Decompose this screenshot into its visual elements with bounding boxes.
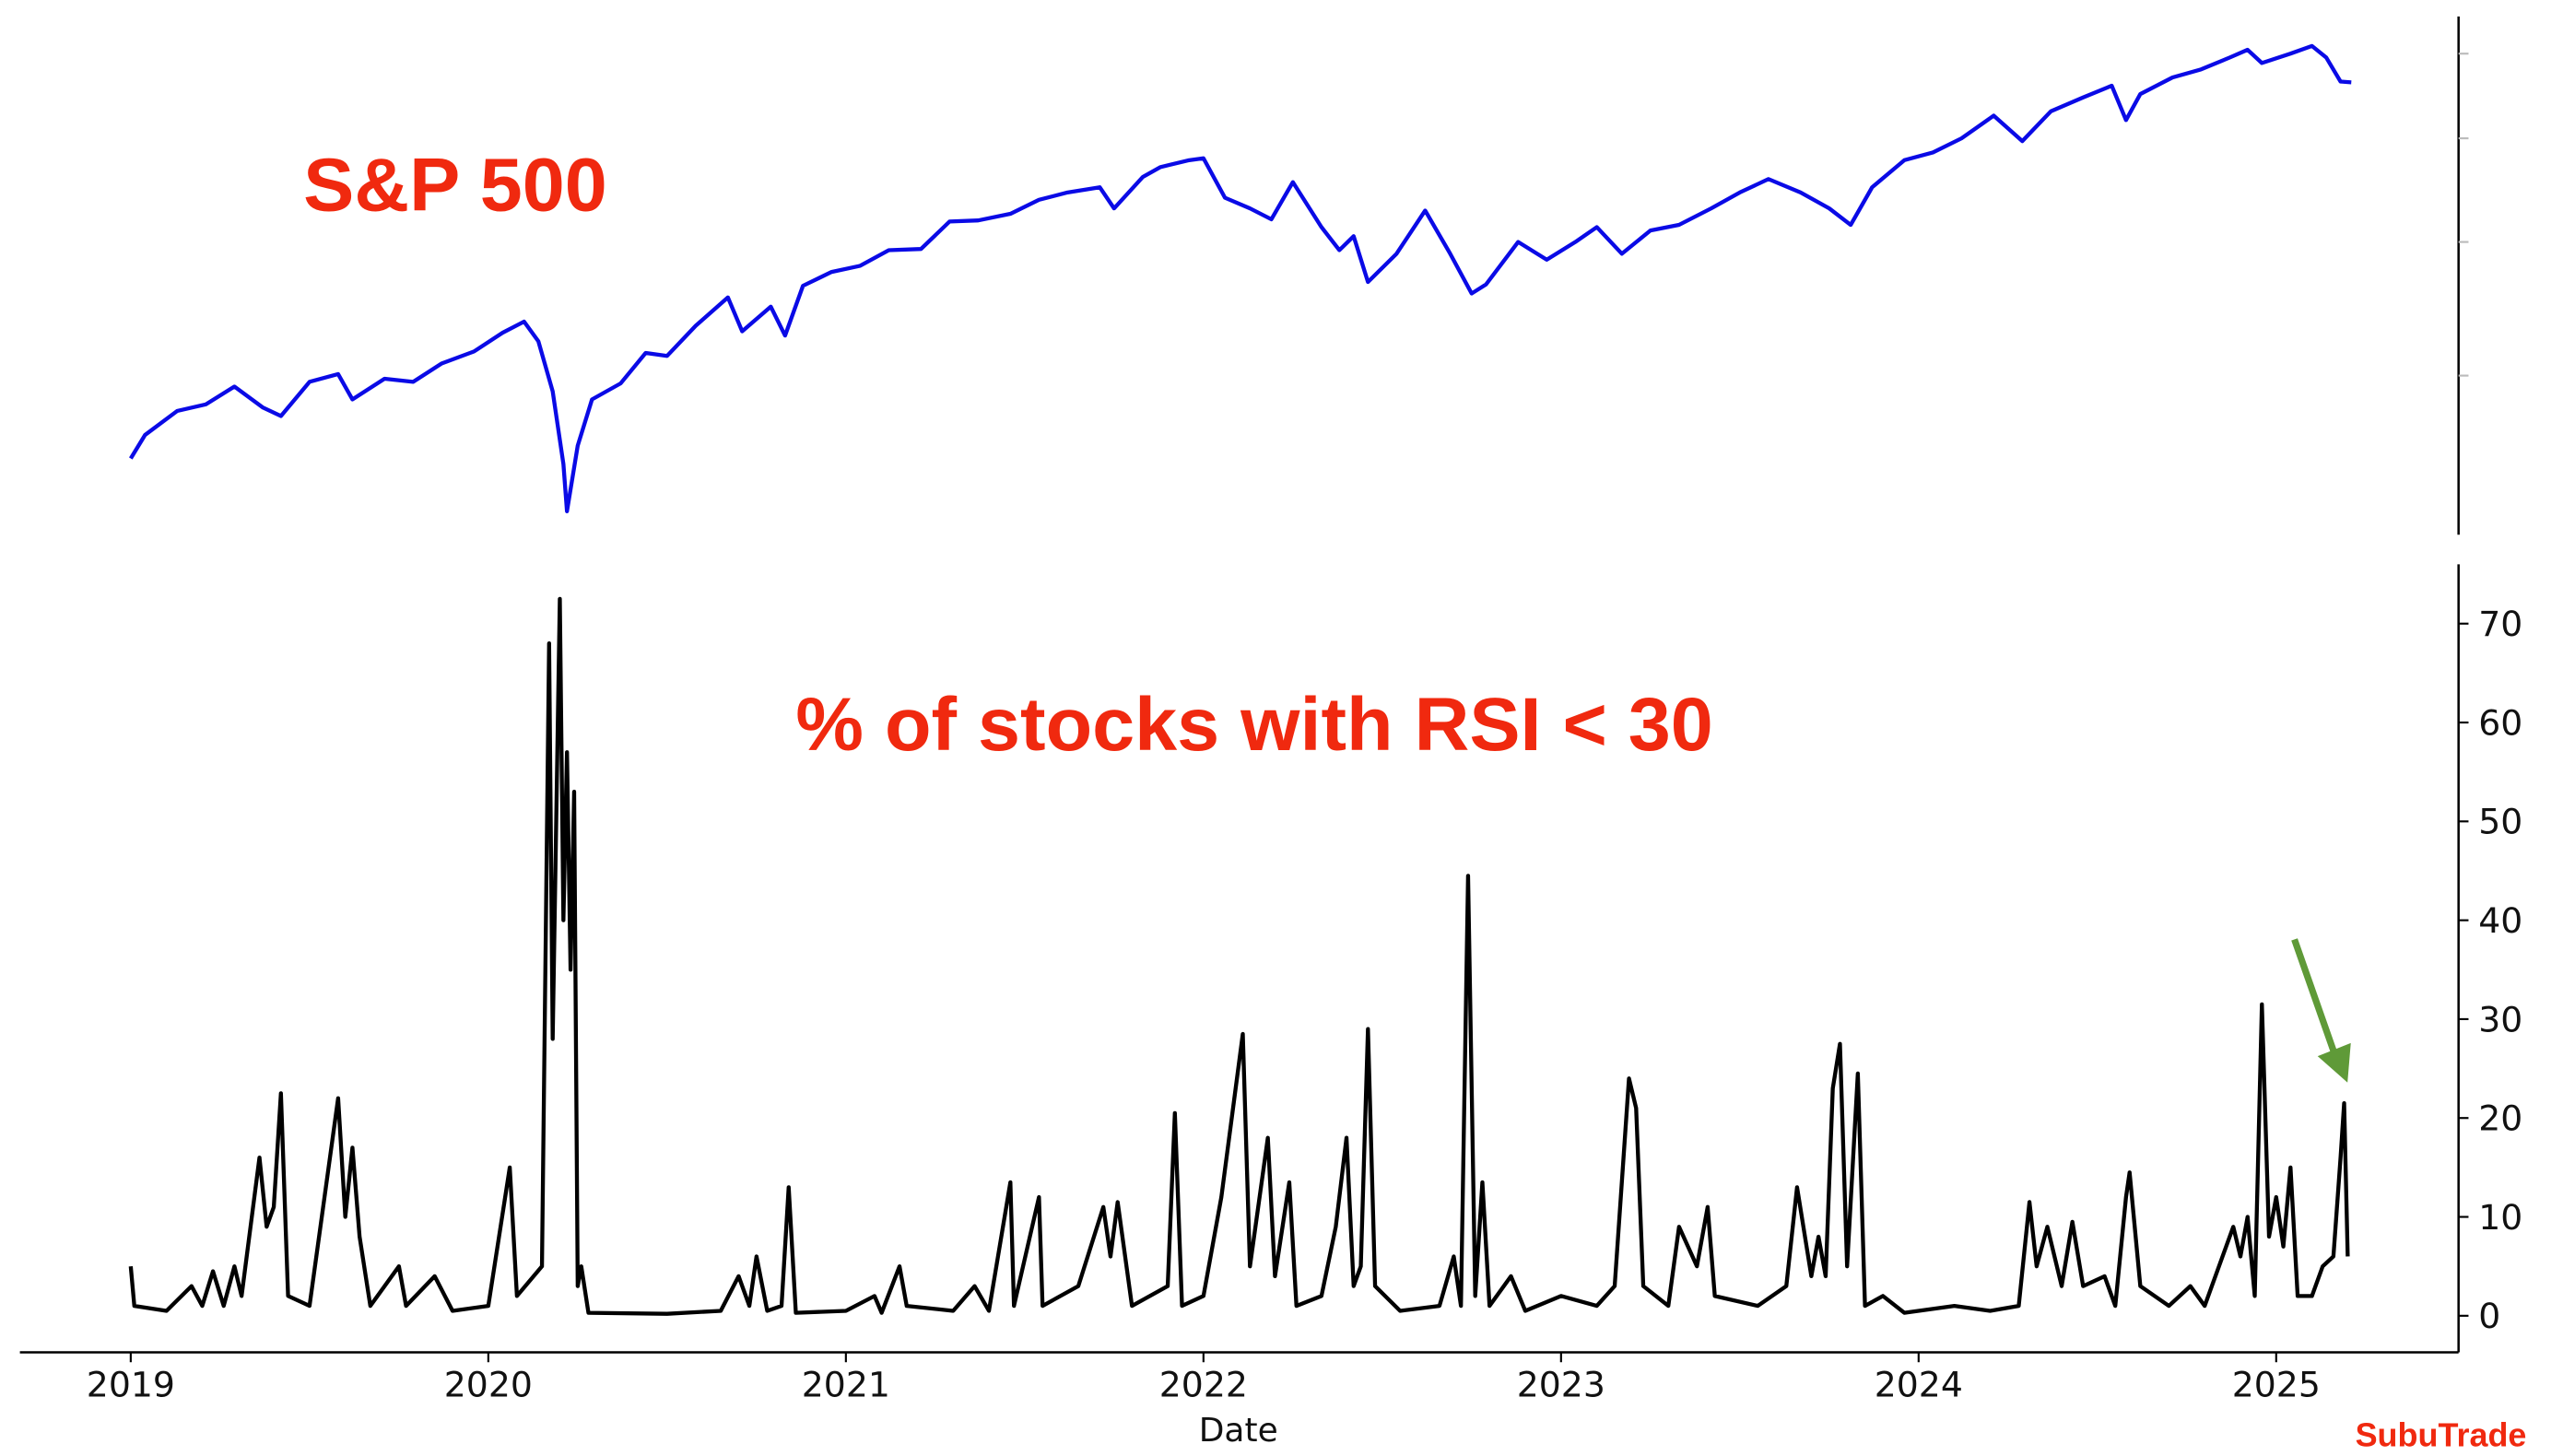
- x-tick-label: 2021: [802, 1365, 890, 1405]
- chart-title: % of stocks with RSI < 30: [795, 682, 1712, 767]
- y-tick-label: 70: [2478, 604, 2522, 644]
- y-tick-label: 60: [2478, 703, 2522, 744]
- y-tick-label: 40: [2478, 900, 2522, 941]
- x-tick-label: 2019: [87, 1365, 175, 1405]
- data-line: [128, 596, 2350, 1316]
- y-tick-label: 20: [2478, 1098, 2522, 1139]
- y-tick-label: 0: [2478, 1296, 2500, 1336]
- x-tick-label: 2020: [444, 1365, 533, 1405]
- chart-title: S&P 500: [303, 143, 607, 228]
- y-tick-label: 10: [2478, 1197, 2522, 1238]
- x-tick-label: 2022: [1159, 1365, 1248, 1405]
- arrow: [2291, 938, 2338, 1054]
- y-tick-label: 30: [2478, 999, 2522, 1039]
- data-line: [129, 43, 2352, 513]
- x-tick-label: 2025: [2232, 1365, 2321, 1405]
- x-tick-label: 2024: [1875, 1365, 1963, 1405]
- source: SubuTrade: [2356, 1416, 2527, 1453]
- x-axis-label: Date: [1199, 1412, 1278, 1450]
- x-tick-label: 2023: [1517, 1365, 1605, 1405]
- y-tick-label: 50: [2478, 802, 2522, 842]
